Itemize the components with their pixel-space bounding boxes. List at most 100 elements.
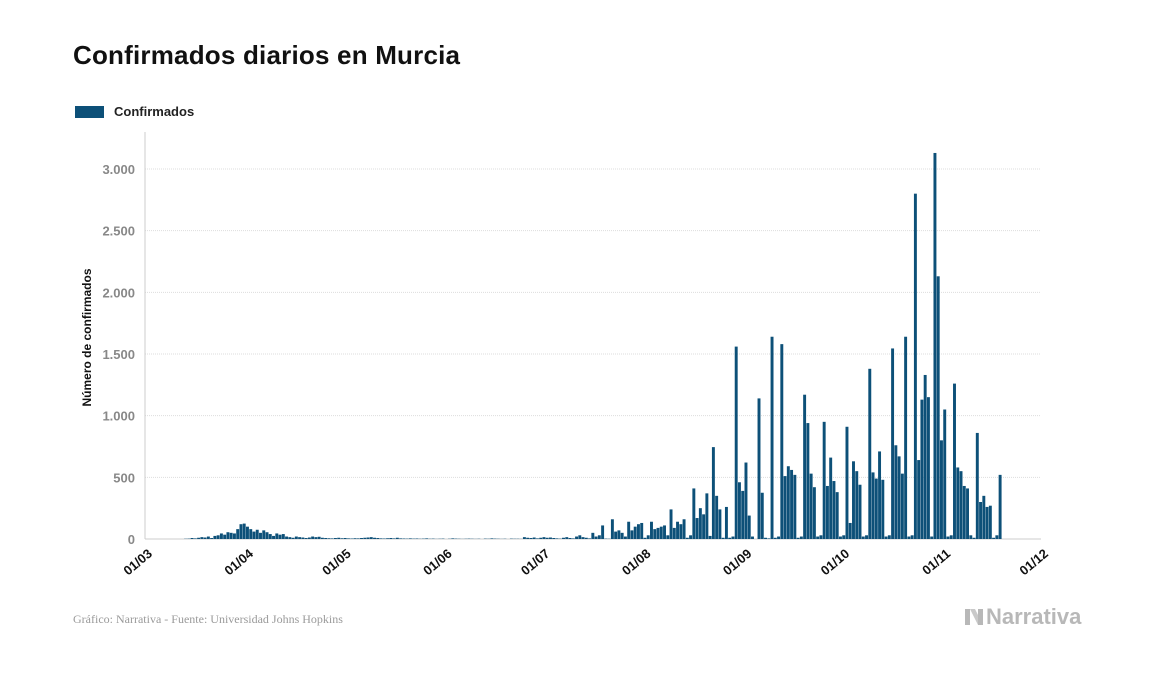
bar [689, 535, 693, 539]
bar [721, 537, 725, 539]
bar [379, 538, 383, 539]
brand-name: Narrativa [986, 604, 1082, 629]
bar [617, 530, 621, 539]
bar [786, 466, 790, 539]
legend-label: Confirmados [114, 104, 195, 119]
bar [327, 538, 331, 539]
bar [353, 538, 357, 539]
bar [623, 536, 627, 539]
y-tick-label: 1.000 [102, 409, 135, 424]
bar [542, 537, 546, 539]
bar [532, 537, 536, 539]
bar [975, 432, 979, 539]
bar [956, 467, 960, 539]
bar [408, 538, 412, 539]
bar [490, 538, 494, 539]
bar [812, 487, 816, 539]
bar [949, 535, 953, 539]
bar [268, 534, 272, 539]
source-note: Gráfico: Narrativa - Fuente: Universidad… [73, 612, 343, 626]
bar [663, 525, 666, 539]
bar [988, 505, 992, 539]
bar [943, 409, 947, 539]
bar [337, 537, 341, 539]
bar [917, 460, 921, 539]
bar [314, 537, 318, 539]
bar [822, 421, 826, 539]
bar [666, 535, 670, 539]
chart-title: Confirmados diarios en Murcia [73, 40, 461, 70]
bar [650, 521, 653, 539]
bar [246, 526, 249, 539]
bar [891, 348, 895, 539]
bar [731, 536, 735, 539]
bar [311, 536, 315, 539]
bar [392, 538, 396, 539]
bar [197, 537, 201, 539]
bar [659, 526, 663, 539]
bar [203, 537, 207, 539]
bar [252, 531, 256, 539]
bar [848, 522, 852, 539]
bar [969, 535, 973, 539]
bar [672, 527, 676, 539]
bar [897, 456, 901, 539]
bar [741, 490, 745, 539]
bar [747, 515, 751, 539]
bar [526, 537, 530, 539]
bar [832, 481, 836, 539]
bar [930, 536, 934, 539]
bar [985, 506, 989, 539]
bar [790, 469, 794, 539]
bar [399, 538, 403, 539]
bar [907, 536, 911, 539]
bar [275, 533, 279, 539]
bar [343, 538, 347, 539]
bar [213, 535, 217, 539]
bar [584, 537, 588, 539]
bar [278, 534, 282, 539]
bar [764, 537, 767, 539]
bar [773, 537, 777, 539]
bar [193, 538, 197, 539]
bar [692, 488, 696, 539]
bar [386, 538, 390, 539]
x-tick-label: 01/03 [120, 546, 155, 578]
bar [865, 535, 868, 539]
bar [799, 536, 803, 539]
bar [900, 473, 904, 539]
bar [910, 535, 914, 539]
bar [369, 537, 373, 539]
bar [966, 488, 969, 539]
bar [630, 530, 634, 539]
x-tick-label: 01/05 [319, 546, 354, 578]
bar [819, 535, 823, 539]
bar [578, 535, 582, 539]
bar [330, 538, 334, 539]
bar [363, 537, 367, 539]
bar [793, 474, 797, 539]
bar [298, 537, 302, 539]
bar [809, 473, 813, 539]
bar [545, 537, 549, 539]
bar [376, 538, 380, 539]
bar [884, 536, 888, 539]
bar [751, 536, 754, 539]
bar [744, 462, 748, 539]
bar [259, 532, 262, 539]
bar [307, 537, 311, 539]
bar [724, 506, 728, 539]
bar [861, 536, 865, 539]
bar [206, 536, 210, 539]
bar [347, 538, 350, 539]
bar [226, 532, 230, 539]
bar [842, 535, 846, 539]
bar [705, 493, 709, 539]
bar [923, 374, 927, 539]
bar [265, 532, 269, 539]
bar [852, 461, 855, 539]
bar [653, 529, 657, 539]
bar [998, 474, 1002, 539]
bar [597, 535, 601, 539]
